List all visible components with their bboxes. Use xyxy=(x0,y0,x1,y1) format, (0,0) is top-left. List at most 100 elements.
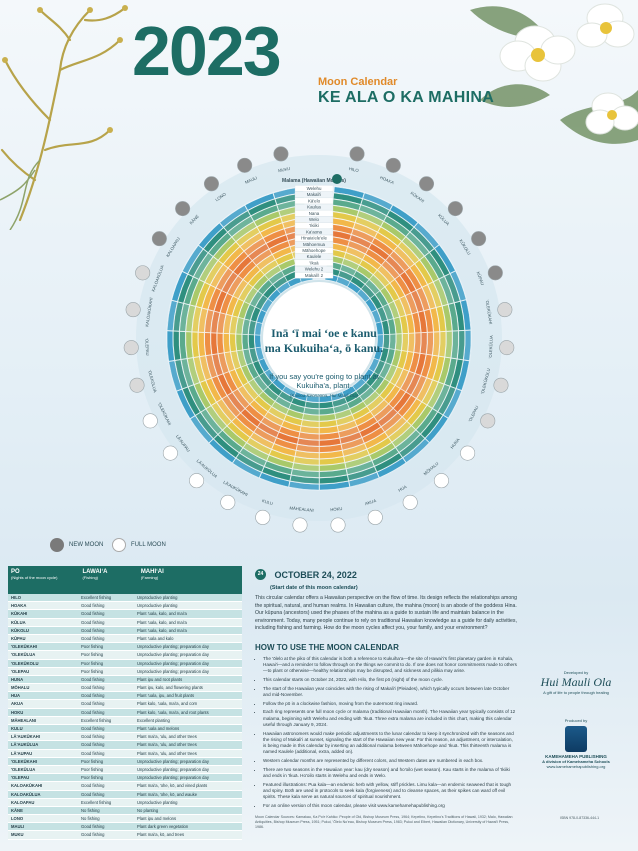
center-quote: Inā ʻī mai ʻoe e kanu ma Kukuihaʻa, ō ka… xyxy=(264,326,384,355)
day-cell xyxy=(185,331,194,359)
day-cell xyxy=(223,314,233,334)
cell-fishing: Excellent fishing xyxy=(81,717,112,723)
table-row: 'OLEPAU Poor fishing Unproductive planting… xyxy=(8,774,242,783)
day-cell xyxy=(319,432,340,441)
day-cell xyxy=(373,346,383,361)
cell-farming: Plant 'uala, kalo, and mai'a xyxy=(137,611,187,617)
day-cell xyxy=(420,411,443,439)
day-cell xyxy=(330,391,345,402)
day-cell xyxy=(261,298,273,313)
day-cell xyxy=(319,468,348,478)
day-cell xyxy=(407,333,415,353)
day-cell xyxy=(399,295,412,316)
day-cell xyxy=(343,252,363,265)
cell-po: 'OLEKŪKAHI xyxy=(11,644,37,650)
moon-phase-icon xyxy=(471,231,487,247)
day-cell xyxy=(380,286,394,304)
day-cell xyxy=(384,385,401,404)
header-po: PŌ (Nights of the moon cycle) xyxy=(11,569,58,580)
moon-phase-icon xyxy=(129,377,145,393)
day-cell xyxy=(382,303,394,321)
table-row: MĀHEALANI Excellent fishing Excellent plan… xyxy=(8,716,242,725)
day-cell xyxy=(272,276,288,290)
cell-fishing: Good fishing xyxy=(81,635,105,641)
day-cell xyxy=(239,447,267,467)
day-cell xyxy=(399,434,425,458)
day-cell xyxy=(411,375,427,399)
center-english: If you say you're going to plant at Kuku… xyxy=(269,372,379,391)
cell-farming: Plant mai'a, 'ulu, and other trees xyxy=(137,734,197,740)
phase-label: LONO xyxy=(214,191,227,202)
day-cell xyxy=(388,388,406,409)
day-cell xyxy=(409,352,420,374)
day-cell xyxy=(420,354,433,378)
month-label: Kaulele xyxy=(307,254,322,259)
month-label-cell xyxy=(294,191,334,198)
day-cell xyxy=(426,355,439,380)
day-cell xyxy=(241,364,254,383)
day-cell xyxy=(240,408,261,428)
day-cell xyxy=(210,311,220,334)
day-cell xyxy=(361,284,375,299)
cell-farming: Unproductive planting xyxy=(137,603,178,609)
day-cell xyxy=(444,358,458,387)
cell-farming: Unproductive planting; preparation day xyxy=(137,652,209,658)
day-cell xyxy=(223,210,251,233)
day-cell xyxy=(248,378,264,396)
day-cell xyxy=(254,334,262,348)
day-cell xyxy=(342,258,360,271)
cell-po: KALOAPAU xyxy=(11,799,35,805)
day-cell xyxy=(244,287,258,305)
month-label: Welo xyxy=(309,217,319,222)
day-cell xyxy=(359,386,375,402)
full-moon-icon xyxy=(112,538,126,552)
day-cell xyxy=(335,414,355,426)
day-cell xyxy=(257,279,273,295)
day-cell xyxy=(216,268,233,291)
day-cell xyxy=(437,386,456,415)
month-label-cell xyxy=(294,241,334,248)
day-cell xyxy=(352,378,366,391)
cell-fishing: Good fishing xyxy=(81,701,105,707)
day-cell xyxy=(397,395,417,417)
day-cell xyxy=(227,421,250,443)
pua-kala-flower-illustration xyxy=(470,3,638,144)
table-row: MAULI Good fishing Plant dark green vegeta… xyxy=(8,823,242,832)
month-label-cell xyxy=(294,247,334,254)
day-cell xyxy=(260,259,279,275)
day-cell xyxy=(375,378,390,396)
day-cell xyxy=(252,248,273,266)
day-cell xyxy=(204,309,214,333)
day-cell xyxy=(346,460,375,475)
day-cell xyxy=(387,318,396,335)
header-mahiai: MAHIʻAI (Farming) xyxy=(140,569,164,580)
moon-phase-icon xyxy=(402,494,418,510)
moon-phase-icon xyxy=(385,157,401,173)
day-cell xyxy=(276,432,299,445)
day-cell xyxy=(264,368,277,383)
day-cell xyxy=(267,289,281,303)
month-label-cell xyxy=(294,259,334,267)
day-cell xyxy=(349,401,367,415)
moon-phase-icon xyxy=(447,201,463,217)
cell-po: KALOAKŪLUA xyxy=(11,791,41,797)
day-cell xyxy=(268,406,287,421)
day-cell xyxy=(367,437,392,455)
day-cell xyxy=(189,279,205,307)
day-cell xyxy=(381,320,390,335)
day-cell xyxy=(224,351,235,372)
cell-fishing: Poor fishing xyxy=(81,652,104,658)
day-cell xyxy=(199,380,217,406)
day-cell xyxy=(192,306,202,333)
day-cell xyxy=(384,364,398,382)
day-cell xyxy=(218,430,243,453)
cell-fishing: Poor fishing xyxy=(81,660,104,666)
table-row: LONO No fishing Plant ipu and melons xyxy=(8,815,242,824)
day-cell xyxy=(402,438,430,463)
day-cell xyxy=(403,351,414,372)
day-cell xyxy=(267,382,283,397)
day-cell xyxy=(299,425,320,434)
month-label-cell xyxy=(294,210,334,217)
cell-fishing: Good fishing xyxy=(81,791,105,797)
cell-fishing: Good fishing xyxy=(81,750,105,756)
